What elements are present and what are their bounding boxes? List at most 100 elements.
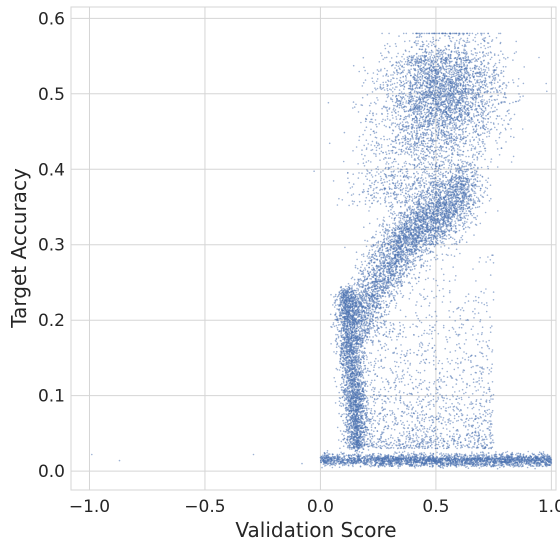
data-point	[453, 238, 456, 241]
data-point	[336, 299, 338, 301]
data-point	[343, 312, 345, 315]
data-point	[350, 421, 352, 423]
data-point	[449, 185, 451, 187]
data-point	[393, 210, 395, 213]
data-point	[350, 395, 353, 398]
data-point	[343, 413, 345, 415]
data-point	[347, 373, 349, 376]
data-point	[381, 241, 384, 244]
data-point	[340, 386, 343, 389]
data-point	[338, 345, 340, 348]
data-point	[340, 330, 343, 333]
data-point	[347, 337, 350, 340]
data-point	[349, 444, 351, 447]
data-point	[343, 357, 346, 360]
data-point	[406, 225, 409, 227]
data-point	[354, 411, 357, 414]
data-point	[342, 419, 344, 422]
data-point	[361, 424, 364, 427]
data-point	[347, 333, 349, 335]
data-point	[362, 387, 365, 389]
data-point	[478, 205, 481, 208]
data-point	[445, 235, 448, 237]
data-point	[379, 231, 382, 234]
data-point	[457, 191, 460, 193]
data-point	[459, 210, 461, 213]
data-point	[342, 324, 344, 327]
data-point	[461, 238, 464, 241]
grid-lines	[71, 7, 556, 490]
data-point	[419, 210, 422, 213]
data-point	[338, 391, 341, 394]
data-point	[366, 380, 369, 383]
data-point	[348, 319, 351, 322]
data-point	[336, 350, 338, 353]
data-point	[368, 256, 371, 258]
data-point	[345, 352, 348, 355]
data-point	[349, 350, 351, 353]
data-point	[338, 404, 341, 407]
data-point	[444, 183, 447, 185]
data-point	[343, 316, 346, 318]
data-point	[377, 242, 380, 244]
data-point	[342, 356, 344, 359]
data-point	[347, 387, 349, 389]
data-point	[436, 214, 438, 216]
data-point	[356, 365, 358, 367]
data-point	[342, 329, 345, 331]
data-point	[356, 405, 359, 407]
data-point	[344, 423, 347, 426]
data-point	[389, 328, 391, 331]
data-point	[379, 260, 381, 263]
data-point	[351, 298, 354, 300]
data-point	[352, 350, 355, 352]
data-point	[341, 360, 344, 362]
data-point	[390, 208, 392, 211]
data-point	[348, 309, 351, 311]
data-point	[354, 301, 356, 304]
data-point	[340, 300, 343, 302]
data-point	[333, 302, 336, 304]
data-point	[345, 406, 347, 409]
data-point	[346, 388, 348, 391]
data-point	[344, 364, 347, 367]
data-point	[337, 324, 340, 326]
data-point	[353, 364, 356, 367]
data-point	[363, 327, 366, 329]
data-point	[340, 415, 342, 418]
data-point	[350, 442, 353, 445]
data-point	[351, 335, 353, 338]
data-point	[341, 352, 344, 355]
data-point	[361, 356, 363, 359]
data-point	[334, 300, 337, 303]
data-point	[362, 400, 364, 403]
data-point	[386, 236, 389, 238]
data-point	[432, 238, 435, 241]
data-point	[357, 379, 359, 382]
data-point	[366, 440, 368, 443]
data-point	[467, 214, 470, 217]
data-point	[385, 259, 387, 261]
data-point	[346, 413, 348, 416]
data-point	[344, 397, 346, 399]
data-point	[423, 186, 426, 189]
data-point	[346, 437, 349, 439]
data-point	[356, 308, 359, 310]
data-point	[454, 220, 456, 222]
data-point	[437, 212, 440, 215]
data-point	[392, 222, 394, 225]
data-point	[363, 407, 365, 409]
data-point	[474, 216, 477, 219]
data-point	[347, 441, 350, 444]
data-point	[335, 312, 337, 315]
data-point	[371, 300, 373, 302]
data-point	[335, 346, 338, 349]
data-point	[434, 203, 437, 206]
data-point	[344, 387, 347, 390]
data-point	[377, 349, 379, 352]
data-point	[359, 332, 361, 335]
data-point	[355, 343, 357, 345]
data-point	[471, 207, 474, 210]
data-point	[347, 395, 350, 397]
